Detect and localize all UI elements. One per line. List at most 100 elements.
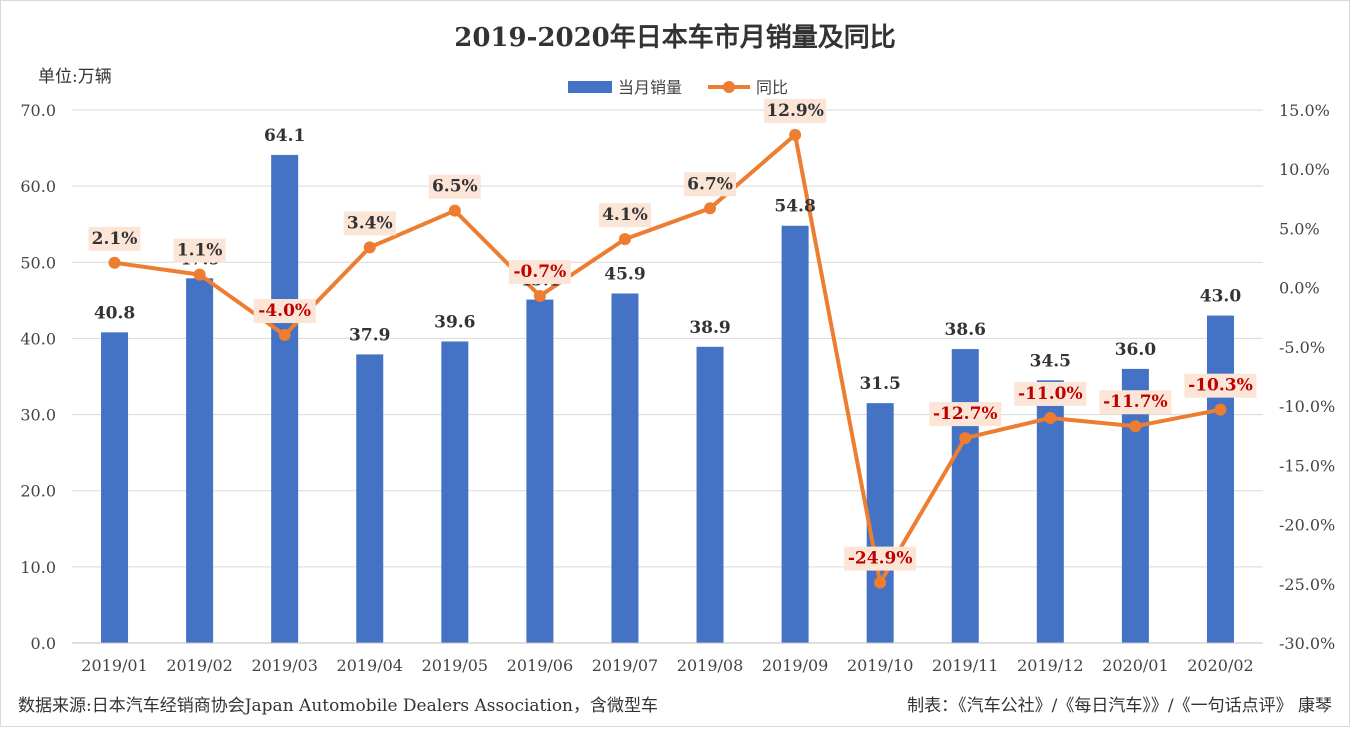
axes: 0.0 10.0 20.0 30.0 40.0 50.0 60.0 70.0 -30.0% -25… (20, 101, 1335, 675)
bar-value-label: 40.8 (94, 303, 135, 323)
bar (611, 293, 639, 643)
right-axis-tick-label: 10.0% (1279, 160, 1330, 179)
legend-line-marker (723, 81, 735, 93)
x-axis-tick-label: 2019/01 (81, 656, 147, 675)
line-value-label-box (844, 546, 917, 571)
x-axis-tick-label: 2019/04 (337, 656, 403, 675)
chart-title: 2019-2020年日本车市月销量及同比 (454, 22, 896, 53)
bar (1036, 380, 1064, 643)
bar-value-label: 38.6 (945, 320, 986, 340)
bar (951, 349, 979, 643)
right-axis-tick-label: -30.0% (1279, 634, 1335, 653)
legend-bar-swatch (568, 81, 612, 93)
unit-label: 单位:万辆 (38, 67, 112, 87)
line-value-label: -12.7% (933, 404, 998, 424)
bar (866, 403, 894, 643)
line-value-label: 12.9% (766, 101, 824, 121)
bar-series (101, 154, 1234, 644)
bar-value-label: 39.6 (434, 312, 475, 332)
x-axis-tick-label: 2019/05 (422, 656, 488, 675)
left-axis-tick-label: 60.0 (20, 177, 56, 196)
bar (271, 154, 299, 643)
gridlines (72, 109, 1263, 568)
line-value-label: 3.4% (347, 213, 393, 233)
bar-value-label: 54.8 (774, 197, 815, 217)
right-axis-tick-label: -10.0% (1279, 397, 1335, 416)
line-point (533, 289, 546, 302)
x-axis-tick-label: 2019/12 (1017, 656, 1083, 675)
line-point (959, 432, 972, 445)
line-value-label: -11.0% (1018, 384, 1083, 404)
line-point (448, 204, 461, 217)
line-value-label-box (684, 172, 737, 197)
bar-value-label: 36.0 (1115, 340, 1157, 360)
bar-value-label: 43.0 (1200, 287, 1242, 307)
line-point (1129, 420, 1142, 433)
line-value-label-box (343, 211, 396, 236)
line-point (874, 576, 887, 589)
line-value-label: -0.7% (513, 262, 566, 282)
bar (441, 341, 469, 643)
x-axis-tick-label: 2020/02 (1187, 656, 1253, 675)
x-axis-tick-label: 2019/02 (166, 656, 232, 675)
bar-value-label: 34.5 (1030, 351, 1071, 371)
line-value-label: 4.1% (602, 205, 648, 225)
right-axis-tick-label: -5.0% (1279, 338, 1325, 357)
line-value-label-box (428, 174, 481, 199)
bar (526, 299, 554, 643)
x-axis-tick-label: 2019/10 (847, 656, 913, 675)
line-value-label: -10.3% (1188, 376, 1253, 396)
bar-value-label: 31.5 (859, 374, 900, 394)
bar-value-label: 45.9 (604, 265, 645, 285)
bar-value-label: 64.1 (264, 126, 305, 146)
line-value-label-box (598, 203, 651, 228)
line-value-label-box (173, 238, 226, 263)
line-value-label-box (764, 98, 827, 123)
data-labels: 40.847.964.137.939.645.145.938.954.831.5… (88, 98, 1257, 571)
footer-credit: 制表：《汽车公社》/《每日汽车》》/《一句话点评》 康琴 (907, 696, 1332, 716)
right-axis-tick-label: 0.0% (1279, 279, 1320, 298)
line-value-label: -24.9% (848, 549, 913, 569)
bar (1121, 368, 1149, 643)
bar (781, 225, 809, 644)
line-point (704, 202, 717, 215)
left-axis-tick-label: 40.0 (20, 329, 56, 348)
line-value-label-box (253, 299, 316, 324)
left-axis-tick-label: 70.0 (20, 101, 56, 120)
x-axis-tick-label: 2019/08 (677, 656, 743, 675)
x-axis-tick-label: 2019/11 (932, 656, 998, 675)
line-value-label-box (88, 226, 141, 251)
legend-bar-label: 当月销量 (618, 78, 682, 97)
bar (356, 354, 384, 643)
right-axis-tick-label: -15.0% (1279, 456, 1335, 475)
line-value-label: 2.1% (92, 229, 138, 249)
legend: 当月销量 同比 (568, 78, 788, 97)
line-point (278, 329, 291, 342)
line-value-label: -4.0% (258, 301, 311, 321)
left-axis-tick-label: 10.0 (20, 558, 56, 577)
bar (696, 346, 724, 643)
footer-source: 数据来源:日本汽车经销商协会Japan Automobile Dealers A… (18, 696, 658, 716)
left-axis-tick-label: 0.0 (31, 634, 56, 653)
line-value-label-box (508, 259, 571, 284)
right-axis-tick-label: -20.0% (1279, 516, 1335, 535)
bar (101, 332, 129, 643)
line-value-label-box (929, 402, 1002, 427)
bar (186, 278, 214, 643)
line-point (1044, 411, 1057, 424)
x-axis-tick-label: 2019/09 (762, 656, 828, 675)
line-value-label: -11.7% (1103, 392, 1168, 412)
right-axis-tick-label: -25.0% (1279, 575, 1335, 594)
left-axis-tick-label: 30.0 (20, 406, 56, 425)
right-axis-tick-label: 5.0% (1279, 219, 1320, 238)
x-axis-tick-label: 2020/01 (1102, 656, 1168, 675)
line-point (108, 256, 121, 269)
x-axis-tick-label: 2019/06 (507, 656, 573, 675)
line-point (363, 241, 376, 254)
right-axis-tick-label: 15.0% (1279, 101, 1330, 120)
line-value-label-box (1099, 390, 1172, 415)
line-point (193, 268, 206, 281)
line-value-label-box (1184, 373, 1257, 398)
